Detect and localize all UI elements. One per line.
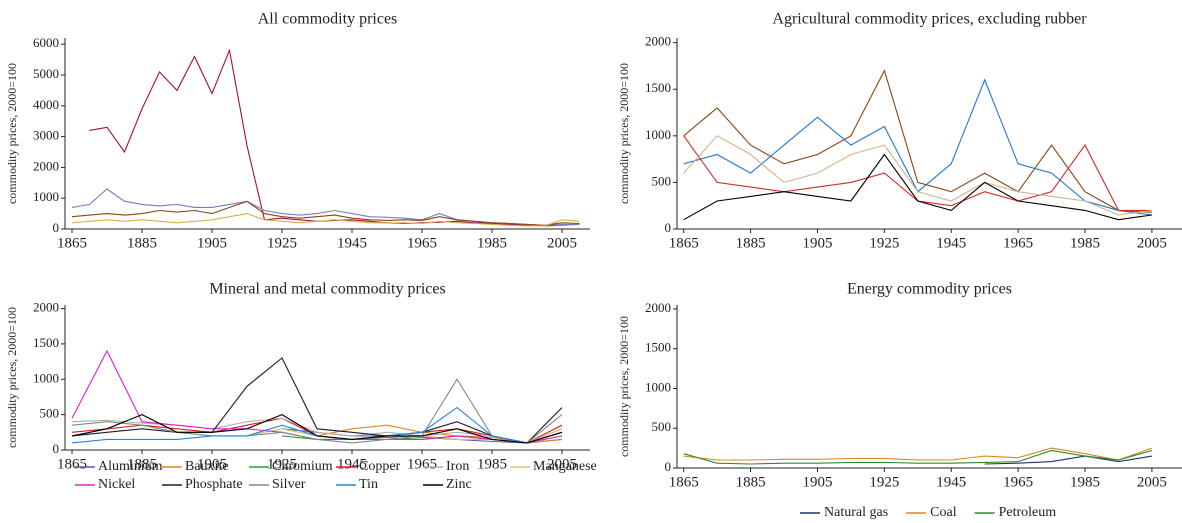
legend-label: Chromium [272, 459, 333, 474]
x-tick-label: 1885 [736, 235, 766, 251]
x-tick-label: 1985 [477, 235, 507, 251]
legend-label: Bauxite [185, 459, 229, 474]
legend-label: Aluminium [98, 459, 163, 474]
y-axis-label: commodity prices, 2000=100 [617, 63, 631, 204]
legend-label: Phosphate [185, 477, 243, 492]
x-tick-label: 2005 [1137, 474, 1167, 490]
y-tick-label: 2000 [33, 158, 59, 173]
y-tick-label: 1500 [645, 80, 671, 95]
series-line [683, 447, 1153, 461]
x-tick-label: 1905 [197, 235, 227, 251]
y-tick-label: 1000 [33, 370, 59, 385]
series-line [683, 135, 1152, 216]
chart-title: Mineral and metal commodity prices [209, 281, 445, 298]
x-tick-label: 2005 [1137, 235, 1167, 251]
x-tick-label: 1985 [477, 456, 507, 472]
y-tick-label: 0 [665, 459, 672, 474]
y-tick-label: 2000 [33, 300, 59, 315]
x-tick-label: 2005 [547, 456, 577, 472]
y-tick-label: 1000 [645, 127, 671, 142]
y-tick-label: 0 [53, 441, 60, 456]
y-tick-label: 1000 [645, 379, 671, 394]
series-line [683, 449, 1153, 465]
y-tick-label: 500 [40, 406, 60, 421]
chart-title: All commodity prices [258, 11, 398, 28]
series-line [71, 378, 563, 444]
legend-label: Zinc [446, 477, 472, 492]
legend-label: Natural gas [824, 505, 888, 520]
series-line [71, 417, 563, 444]
x-tick-label: 1965 [1003, 235, 1033, 251]
x-tick-label: 1865 [669, 235, 699, 251]
x-tick-label: 2005 [547, 235, 577, 251]
y-tick-label: 1500 [645, 340, 671, 355]
y-tick-label: 4000 [33, 97, 59, 112]
x-tick-label: 1965 [407, 235, 437, 251]
x-tick-label: 1865 [57, 456, 87, 472]
x-tick-label: 1925 [869, 235, 899, 251]
x-tick-label: 1985 [1070, 474, 1100, 490]
legend-label: Petroleum [999, 505, 1057, 520]
x-tick-label: 1945 [337, 456, 367, 472]
x-tick-label: 1885 [127, 456, 157, 472]
x-tick-label: 1985 [1070, 235, 1100, 251]
series-line [984, 455, 1152, 465]
series-line [683, 69, 1152, 213]
y-tick-label: 6000 [33, 35, 59, 50]
x-tick-label: 1925 [869, 474, 899, 490]
y-tick-label: 5000 [33, 66, 59, 81]
y-axis-label: commodity prices, 2000=100 [5, 307, 19, 448]
series-line [71, 200, 580, 226]
legend-label: Coal [930, 505, 957, 520]
x-tick-label: 1965 [407, 456, 437, 472]
x-tick-label: 1965 [1003, 474, 1033, 490]
chart-title: Energy commodity prices [847, 281, 1012, 298]
y-tick-label: 500 [652, 419, 672, 434]
x-tick-label: 1865 [669, 474, 699, 490]
series-line [89, 48, 580, 227]
legend-label: Iron [446, 459, 469, 474]
chart-title: Agricultural commodity prices, excluding… [772, 11, 1087, 28]
y-tick-label: 500 [652, 173, 672, 188]
y-tick-label: 1500 [33, 335, 59, 350]
y-tick-label: 2000 [645, 300, 671, 315]
x-tick-label: 1905 [802, 474, 832, 490]
x-tick-label: 1945 [936, 235, 966, 251]
legend-label: Nickel [98, 477, 135, 492]
x-tick-label: 1865 [57, 235, 87, 251]
y-tick-label: 0 [665, 220, 672, 235]
y-tick-label: 3000 [33, 128, 59, 143]
x-tick-label: 1925 [267, 456, 297, 472]
x-tick-label: 1905 [197, 456, 227, 472]
y-tick-label: 0 [53, 220, 60, 235]
series-line [683, 153, 1152, 221]
x-tick-label: 1945 [337, 235, 367, 251]
series-line [71, 213, 580, 227]
x-tick-label: 1885 [127, 235, 157, 251]
x-tick-label: 1945 [936, 474, 966, 490]
legend-label: Copper [359, 459, 401, 474]
y-tick-label: 2000 [645, 34, 671, 49]
series-line [71, 413, 563, 444]
x-tick-label: 1885 [736, 474, 766, 490]
x-tick-label: 1925 [267, 235, 297, 251]
x-tick-label: 1905 [802, 235, 832, 251]
legend-label: Silver [272, 477, 306, 492]
legend-label: Tin [359, 477, 378, 492]
y-tick-label: 1000 [33, 189, 59, 204]
series-line [71, 357, 563, 444]
y-axis-label: commodity prices, 2000=100 [5, 63, 19, 204]
legend-label: Manganese [533, 459, 597, 474]
y-axis-label: commodity prices, 2000=100 [617, 316, 631, 457]
